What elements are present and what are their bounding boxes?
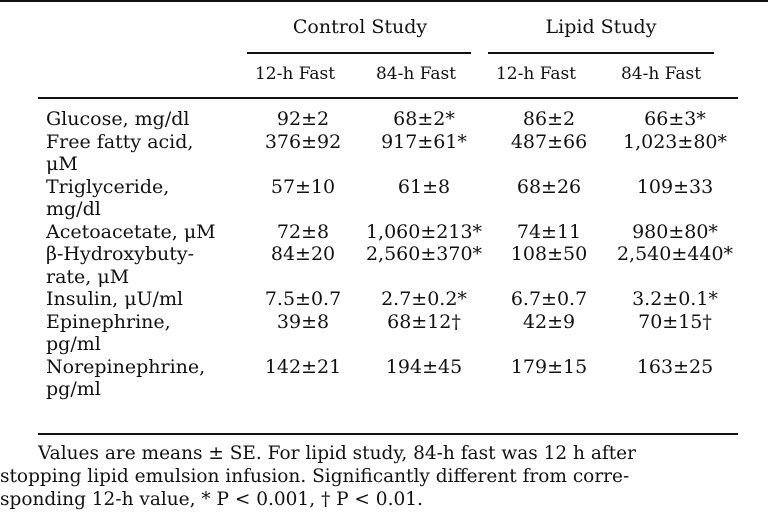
value-cell: 3.2±0.1*	[632, 288, 718, 310]
row-label-line: μM	[46, 153, 78, 175]
value-cell: 57±10	[270, 175, 336, 198]
group-header-control: Control Study	[292, 16, 428, 38]
row-label-line: Triglyceride,	[46, 175, 170, 198]
value-cell: 68±26	[516, 175, 582, 198]
value-cell: 68±12†	[387, 310, 461, 333]
table-row: Epinephrine, pg/ml 39±8 68±12† 42±9 70±15†	[46, 311, 746, 356]
data-table: Glucose, mg/dl 92±2 68±2* 86±2 66±3* Free fat…	[46, 108, 746, 401]
row-label: Free fatty acid, μM	[46, 131, 252, 176]
value-cell: 376±92	[264, 130, 342, 153]
table-row: Triglyceride, mg/dl 57±10 61±8 68±26 109±33	[46, 176, 746, 221]
header-rule	[38, 97, 738, 99]
row-label-line: Norepinephrine,	[46, 355, 206, 378]
value-cell: 108±50	[510, 243, 588, 265]
bottom-rule	[38, 433, 738, 435]
row-label: Glucose, mg/dl	[46, 108, 252, 131]
row-label: Triglyceride, mg/dl	[46, 176, 252, 221]
value-cell: 2,540±440*	[616, 243, 734, 265]
value-cell: 2.7±0.2*	[381, 288, 467, 310]
group-underline-lipid	[488, 52, 714, 54]
value-cell: 109±33	[636, 175, 714, 198]
value-cell: 39±8	[276, 310, 330, 333]
value-cell: 142±21	[264, 355, 342, 378]
value-cell: 74±11	[516, 220, 582, 243]
table-row: Glucose, mg/dl 92±2 68±2* 86±2 66±3*	[46, 108, 746, 131]
row-label-line: Acetoacetate, μM	[46, 220, 216, 243]
footnote-line: sponding 12-h value, * P < 0.001, † P < …	[0, 489, 423, 510]
value-cell: 61±8	[397, 175, 451, 198]
row-label-line: Free fatty acid,	[46, 130, 194, 153]
value-cell: 7.5±0.7	[264, 288, 342, 310]
table-row: Acetoacetate, μM 72±8 1,060±213* 74±11 980±8…	[46, 221, 746, 244]
row-label-line: β-Hydroxybuty-	[46, 243, 195, 265]
row-label: Epinephrine, pg/ml	[46, 311, 252, 356]
row-label-line: pg/ml	[46, 378, 101, 400]
row-label: Insulin, μU/ml	[46, 288, 252, 311]
value-cell: 86±2	[522, 108, 576, 130]
row-label-line: rate, μM	[46, 265, 130, 288]
row-label: β-Hydroxybuty-rate, μM	[46, 243, 252, 288]
row-label-line: Insulin, μU/ml	[46, 288, 184, 310]
row-label-line: Epinephrine,	[46, 310, 171, 333]
value-cell: 92±2	[276, 108, 330, 130]
value-cell: 1,023±80*	[623, 130, 727, 153]
value-cell: 980±80*	[632, 220, 718, 243]
group-header-lipid: Lipid Study	[545, 16, 657, 38]
value-cell: 179±15	[510, 355, 588, 378]
table-footnote: Values are means ± SE. For lipid study, …	[0, 442, 738, 511]
sub-header-lipid-84h: 84-h Fast	[620, 64, 702, 84]
value-cell: 42±9	[522, 310, 576, 333]
value-cell: 66±3*	[644, 108, 706, 130]
value-cell: 487±66	[510, 130, 588, 153]
value-cell: 2,560±370*	[365, 243, 483, 265]
value-cell: 84±20	[270, 243, 336, 265]
row-label-line: mg/dl	[46, 198, 101, 220]
value-cell: 70±15†	[638, 310, 712, 333]
footnote-line: Values are means ± SE. For lipid study, …	[38, 443, 636, 464]
footnote-line: stopping lipid emulsion infusion. Signif…	[0, 466, 630, 487]
value-cell: 163±25	[636, 355, 714, 378]
value-cell: 72±8	[276, 220, 330, 243]
group-underline-control	[247, 52, 471, 54]
row-label: Norepinephrine, pg/ml	[46, 356, 252, 401]
table-row: Insulin, μU/ml 7.5±0.7 2.7±0.2* 6.7±0.7 3.2±…	[46, 288, 746, 311]
sub-header-control-12h: 12-h Fast	[254, 64, 336, 84]
table-row: Norepinephrine, pg/ml 142±21 194±45 179±15 16…	[46, 356, 746, 401]
top-rule	[0, 0, 768, 2]
value-cell: 194±45	[385, 355, 463, 378]
table-row: Free fatty acid, μM 376±92 917±61* 487±66 1,0…	[46, 131, 746, 176]
row-label-line: pg/ml	[46, 333, 101, 355]
row-label: Acetoacetate, μM	[46, 221, 252, 244]
value-cell: 6.7±0.7	[510, 288, 588, 310]
table-row: β-Hydroxybuty-rate, μM 84±20 2,560±370* 108…	[46, 243, 746, 288]
sub-header-lipid-12h: 12-h Fast	[495, 64, 577, 84]
value-cell: 68±2*	[393, 108, 455, 130]
sub-header-control-84h: 84-h Fast	[375, 64, 457, 84]
value-cell: 1,060±213*	[365, 220, 483, 243]
value-cell: 917±61*	[381, 130, 467, 153]
row-label-line: Glucose, mg/dl	[46, 108, 190, 130]
